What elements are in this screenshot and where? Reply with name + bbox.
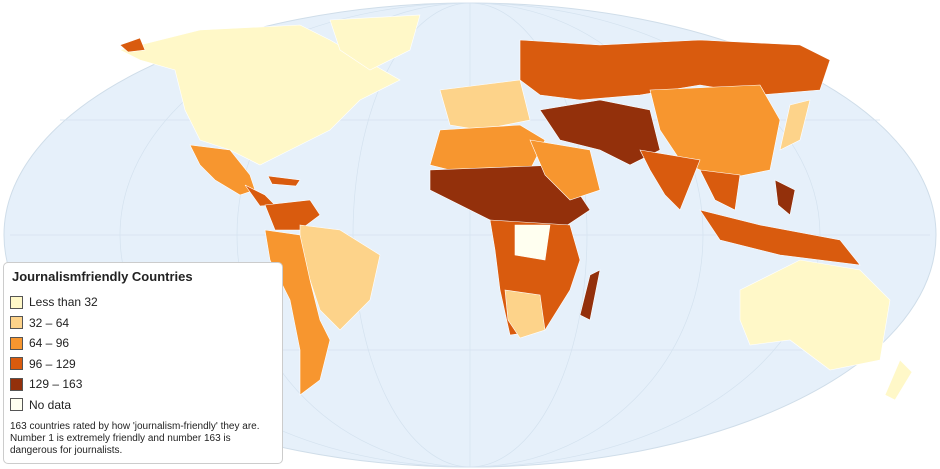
country-region bbox=[699, 209, 861, 266]
country-region bbox=[439, 79, 531, 131]
country-region bbox=[739, 259, 891, 371]
country-region bbox=[884, 359, 913, 401]
legend-item: 32 – 64 bbox=[10, 313, 276, 334]
country-region bbox=[119, 37, 146, 53]
country-region bbox=[649, 84, 781, 181]
country-region bbox=[189, 144, 256, 196]
legend-label: Less than 32 bbox=[29, 295, 98, 310]
country-region bbox=[329, 14, 421, 71]
legend-label: 64 – 96 bbox=[29, 336, 70, 351]
country-region bbox=[267, 175, 301, 187]
legend-item: No data bbox=[10, 395, 276, 416]
country-region bbox=[529, 139, 601, 201]
country-region bbox=[264, 199, 321, 231]
legend-item: 64 – 96 bbox=[10, 333, 276, 354]
country-region bbox=[639, 149, 701, 211]
legend-label: No data bbox=[29, 397, 72, 412]
legend-item: 96 – 129 bbox=[10, 354, 276, 375]
legend-swatch bbox=[10, 336, 23, 350]
country-region bbox=[699, 169, 741, 211]
legend-label: 32 – 64 bbox=[29, 315, 70, 330]
legend-label: 96 – 129 bbox=[29, 356, 76, 371]
legend-title: Journalismfriendly Countries bbox=[12, 269, 193, 284]
legend-swatch bbox=[10, 377, 23, 391]
legend-swatch bbox=[10, 398, 23, 412]
legend-swatch bbox=[10, 295, 23, 309]
legend: Journalismfriendly Countries Less than 3… bbox=[3, 262, 283, 464]
legend-item: Less than 32 bbox=[10, 292, 276, 313]
country-region bbox=[504, 289, 546, 339]
country-region bbox=[119, 24, 401, 166]
legend-item: 129 – 163 bbox=[10, 374, 276, 395]
legend-swatch bbox=[10, 316, 23, 330]
legend-items: Less than 32 32 – 64 64 – 96 96 – 129 129 – … bbox=[10, 292, 276, 415]
legend-label: 129 – 163 bbox=[29, 377, 83, 392]
country-region bbox=[579, 269, 601, 321]
country-region bbox=[779, 99, 811, 151]
note: 163 countries rated by how 'journalism-f… bbox=[10, 421, 260, 456]
country-region bbox=[774, 179, 796, 216]
legend-swatch bbox=[10, 357, 23, 371]
country-region bbox=[514, 224, 551, 261]
